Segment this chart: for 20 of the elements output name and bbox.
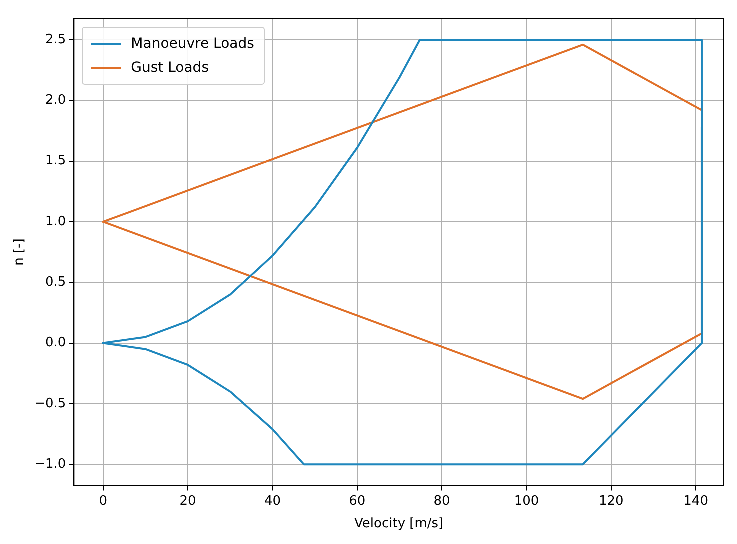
y-tick-label: 1.0: [45, 214, 66, 230]
y-tick-label: 0.0: [45, 336, 66, 351]
legend-label: Manoeuvre Loads: [131, 36, 254, 52]
y-tick-label: 2.0: [45, 93, 66, 108]
x-tick-label: 80: [434, 494, 450, 509]
y-tick-label: −1.0: [34, 456, 66, 472]
x-tick-label: 120: [598, 494, 624, 509]
y-tick-label: −0.5: [34, 396, 66, 412]
x-tick-label: 60: [349, 494, 366, 509]
y-tick-label: 0.5: [45, 275, 66, 290]
x-tick-label: 0: [99, 494, 108, 509]
x-axis-title: Velocity [m/s]: [354, 516, 444, 532]
y-axis-title: n [-]: [12, 238, 28, 266]
x-tick-label: 100: [514, 494, 540, 509]
legend-label: Gust Loads: [131, 60, 209, 76]
y-tick-label: 2.5: [45, 32, 66, 48]
x-tick-label: 40: [264, 494, 281, 509]
y-tick-label: 1.5: [45, 154, 66, 169]
x-tick-label: 20: [180, 494, 196, 509]
x-tick-label: 140: [684, 494, 708, 509]
